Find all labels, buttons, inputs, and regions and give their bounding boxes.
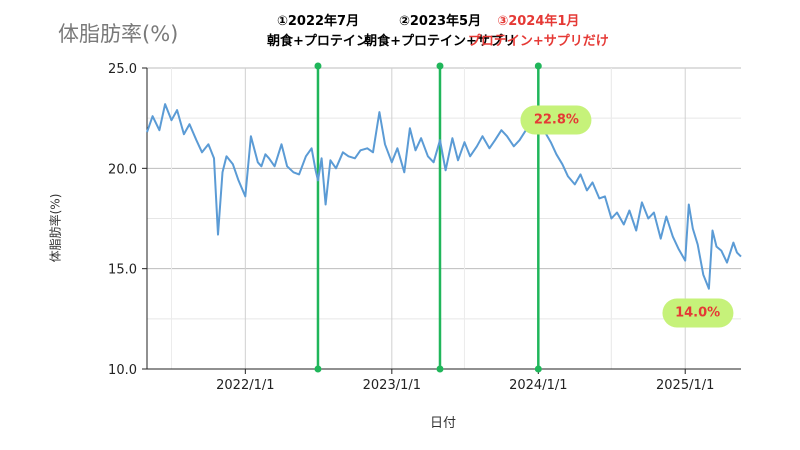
event-line-top-dot: [534, 62, 542, 70]
event-line-bottom-dot: [436, 365, 444, 373]
x-tick-label: 2025/1/1: [656, 378, 714, 393]
callout-end-value: 14.0%: [662, 298, 734, 328]
x-tick-label: 2022/1/1: [216, 378, 274, 393]
event-label-1: ①2022年7月 朝食+プロテイン: [267, 12, 369, 52]
event-label-2: ②2023年5月 朝食+プロテイン+サプリ: [364, 12, 516, 52]
event-line-bottom-dot: [534, 365, 542, 373]
event-1-desc: 朝食+プロテイン: [267, 34, 369, 49]
y-axis-label: 体脂肪率(%): [48, 193, 63, 263]
chart-title: 体脂肪率(%): [58, 22, 179, 46]
y-tick-label: 15.0: [108, 263, 137, 278]
event-2-desc: 朝食+プロテイン+サプリ: [364, 34, 516, 49]
event-line-bottom-dot: [314, 365, 322, 373]
x-axis-label: 日付: [429, 416, 457, 431]
x-tick-label: 2023/1/1: [363, 378, 421, 393]
event-2-date: ②2023年5月: [398, 14, 482, 29]
event-1-date: ①2022年7月: [276, 14, 360, 29]
event-3-date: ③2024年1月: [497, 14, 580, 29]
x-tick-label: 2024/1/1: [509, 378, 567, 393]
event-line-top-dot: [436, 62, 444, 70]
event-line-top-dot: [314, 62, 322, 70]
callout-start-value: 22.8%: [520, 105, 592, 135]
y-tick-label: 25.0: [108, 62, 137, 77]
y-tick-label: 10.0: [108, 363, 137, 378]
event-3-desc: プロテイン+サプリだけ: [467, 34, 609, 49]
y-tick-label: 20.0: [108, 162, 137, 177]
series-line: [146, 103, 742, 290]
event-label-3: ③2024年1月 プロテイン+サプリだけ: [468, 12, 609, 52]
